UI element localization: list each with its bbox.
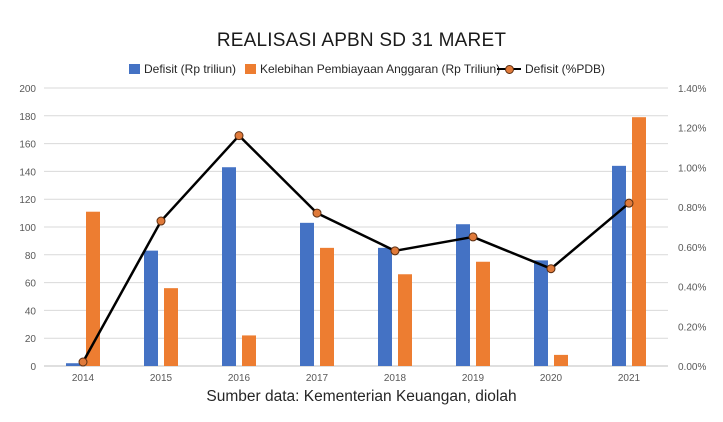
y-left-tick-label: 80 <box>25 251 37 262</box>
point-defisit-pdb-2018 <box>390 246 400 256</box>
x-tick-label: 2015 <box>150 373 173 384</box>
x-tick-label: 2017 <box>306 373 329 384</box>
x-tick-label: 2018 <box>384 373 407 384</box>
bar-defisit-2020 <box>534 260 548 366</box>
bar-kelebihan-2019 <box>476 261 490 366</box>
y-right-tick-label: 1.40% <box>678 84 706 95</box>
bar-kelebihan-2020 <box>554 354 568 366</box>
bar-kelebihan-2016 <box>242 335 256 366</box>
y-right-tick-label: 0.40% <box>678 283 706 294</box>
y-right-tick-label: 0.60% <box>678 243 706 254</box>
x-tick-label: 2019 <box>462 373 485 384</box>
point-defisit-pdb-2015 <box>156 216 166 226</box>
y-left-tick-label: 200 <box>19 84 36 95</box>
point-defisit-pdb-2014 <box>78 357 88 367</box>
y-left-tick-label: 140 <box>19 167 36 178</box>
bar-defisit-2017 <box>300 222 314 366</box>
bar-kelebihan-2021 <box>632 117 646 366</box>
point-defisit-pdb-2017 <box>312 208 322 218</box>
bar-defisit-2014 <box>66 363 80 366</box>
point-defisit-pdb-2020 <box>546 264 556 274</box>
x-tick-label: 2014 <box>72 373 95 384</box>
y-left-tick-label: 100 <box>19 223 36 234</box>
legend-swatch-line <box>497 64 521 74</box>
y-left-tick-label: 180 <box>19 112 36 123</box>
legend-swatch-orange <box>245 64 256 74</box>
bar-kelebihan-2014 <box>86 211 100 366</box>
x-tick-label: 2016 <box>228 373 251 384</box>
chart-title: REALISASI APBN SD 31 MARET <box>216 30 507 51</box>
y-left-tick-label: 120 <box>19 195 36 206</box>
y-left-tick-label: 60 <box>25 279 37 290</box>
x-tick-label: 2020 <box>540 373 563 384</box>
legend-label: Kelebihan Pembiayaan Anggaran (Rp Triliu… <box>260 62 501 76</box>
bar-kelebihan-2018 <box>398 274 412 366</box>
source-note: Sumber data: Kementerian Keuangan, diola… <box>206 388 517 405</box>
y-left-tick-label: 160 <box>19 140 36 151</box>
bar-defisit-2021 <box>612 165 626 366</box>
point-defisit-pdb-2019 <box>468 232 478 242</box>
legend-label: Defisit (%PDB) <box>525 62 606 76</box>
bar-kelebihan-2017 <box>320 247 334 366</box>
y-right-tick-label: 0.20% <box>678 322 706 333</box>
y-left-tick-label: 0 <box>30 362 36 373</box>
legend-label: Defisit (Rp triliun) <box>144 62 237 76</box>
bar-kelebihan-2015 <box>164 288 178 366</box>
x-tick-label: 2021 <box>618 373 641 384</box>
bar-defisit-2015 <box>144 250 158 366</box>
y-left-tick-label: 20 <box>25 334 37 345</box>
y-right-tick-label: 0.00% <box>678 362 706 373</box>
bar-defisit-2019 <box>456 224 470 366</box>
bar-defisit-2016 <box>222 167 236 366</box>
point-defisit-pdb-2021 <box>624 198 634 208</box>
y-right-tick-label: 0.80% <box>678 203 706 214</box>
legend-item-kelebihan-pembiayaan: Kelebihan Pembiayaan Anggaran (Rp Triliu… <box>245 62 500 76</box>
legend-item-defisit-pdb: Defisit (%PDB) <box>497 62 605 76</box>
y-right-tick-label: 1.00% <box>678 163 706 174</box>
y-right-tick-label: 1.20% <box>678 124 706 135</box>
line-defisit-pdb <box>81 134 630 363</box>
legend-swatch-blue <box>129 64 140 74</box>
point-defisit-pdb-2016 <box>234 131 244 141</box>
bar-defisit-2018 <box>378 247 392 366</box>
legend-item-defisit-rp: Defisit (Rp triliun) <box>129 62 236 76</box>
y-left-tick-label: 40 <box>25 306 37 317</box>
